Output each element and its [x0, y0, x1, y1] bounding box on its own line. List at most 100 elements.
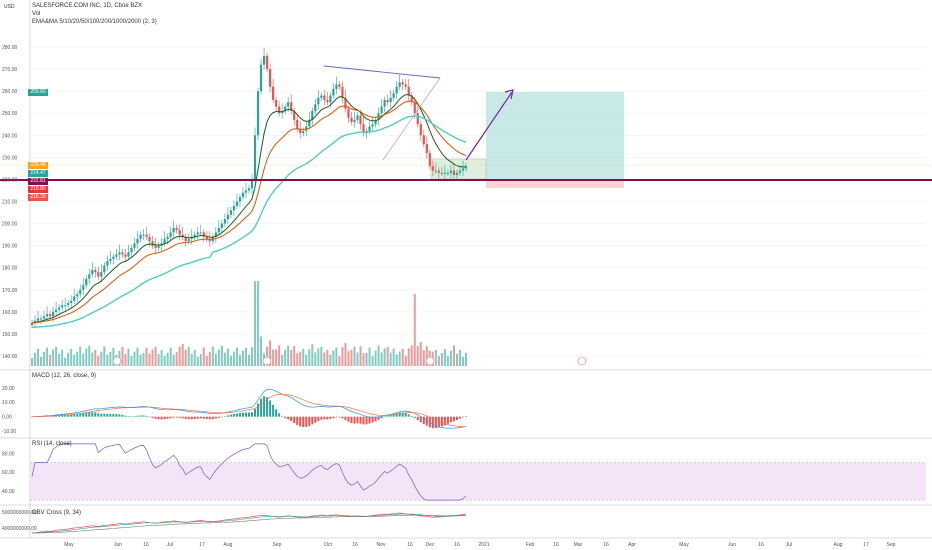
price-tick-label: 200.00 — [2, 222, 18, 228]
candle-body — [380, 106, 383, 114]
volume-bar — [148, 353, 151, 366]
volume-bar — [61, 349, 64, 366]
candle-body — [184, 236, 187, 242]
macd-histogram-bar — [278, 413, 281, 417]
time-tick-label: Jun — [728, 542, 736, 548]
candle-body — [133, 243, 136, 248]
volume-bar — [100, 351, 103, 366]
macd-histogram-bar — [308, 416, 311, 426]
macd-histogram-bar — [440, 416, 443, 427]
volume-bar — [452, 345, 455, 366]
candle-body — [392, 93, 395, 98]
macd-histogram-bar — [142, 415, 145, 417]
candle-body — [196, 232, 199, 235]
candle-body — [115, 254, 118, 257]
candle-body — [181, 234, 184, 237]
volume-bar — [398, 351, 401, 366]
macd-histogram-bar — [293, 416, 296, 423]
candle-body — [338, 84, 341, 87]
candle-body — [157, 245, 160, 248]
macd-histogram-bar — [223, 416, 226, 417]
volume-bar — [142, 353, 145, 366]
macd-histogram-bar — [395, 413, 398, 417]
time-tick-label: Sep — [273, 542, 282, 548]
projection-arrow-head — [504, 89, 514, 100]
candle-body — [226, 214, 230, 220]
macd-histogram-bar — [79, 413, 82, 417]
candle-body — [265, 55, 269, 70]
candle-body — [100, 272, 103, 277]
volume-bar — [175, 351, 178, 366]
macd-tick-label: 20.00 — [2, 386, 15, 392]
candle-body — [235, 201, 239, 206]
candle-body — [178, 230, 181, 235]
axis-unit: USD — [4, 4, 15, 10]
candle-body — [262, 55, 266, 65]
macd-histogram-bar — [169, 416, 172, 419]
candle-body — [386, 99, 389, 103]
volume-bar — [82, 353, 85, 366]
price-tick-label: 190.00 — [2, 244, 18, 250]
volume-bar — [97, 355, 100, 366]
volume-bar — [386, 346, 389, 366]
volume-bar — [49, 354, 52, 366]
volume-bar — [299, 351, 302, 366]
candle-body — [290, 102, 293, 112]
candle-body — [323, 95, 326, 100]
price-tick-label: 260.00 — [2, 89, 18, 95]
macd-histogram-bar — [365, 416, 368, 425]
candle-body — [187, 239, 190, 242]
volume-bar — [187, 346, 190, 366]
volume-bar — [320, 346, 323, 366]
time-tick-label: 16 — [603, 542, 609, 548]
macd-histogram-bar — [133, 415, 136, 417]
candle-body — [431, 166, 434, 171]
event-marker-icon — [425, 356, 435, 366]
candle-body — [326, 99, 329, 103]
legend-ema: EMA&MA 5/10/20/50/100/200/1000/2000 (2, … — [32, 19, 157, 25]
volume-bar — [184, 349, 187, 366]
volume-bar — [290, 350, 293, 366]
volume-bar — [341, 347, 344, 366]
macd-histogram-bar — [380, 416, 383, 419]
volume-bar — [76, 351, 79, 366]
macd-histogram-bar — [434, 416, 437, 428]
volume-bar — [356, 352, 359, 366]
macd-histogram-bar — [461, 416, 464, 418]
macd-histogram-bar — [251, 412, 254, 417]
volume-bar — [404, 355, 407, 366]
candle-body — [422, 135, 425, 145]
volume-bar — [232, 351, 235, 366]
price-badge-support: 222.81 — [28, 178, 48, 185]
macd-histogram-bar — [356, 416, 359, 424]
price-badge-target: 259.60 — [28, 89, 48, 96]
time-tick-label: May — [64, 542, 74, 548]
volume-bar — [205, 355, 208, 366]
macd-histogram-bar — [422, 416, 425, 425]
volume-bar — [160, 349, 163, 366]
volume-bar — [85, 348, 88, 366]
candle-body — [148, 236, 151, 242]
candle-body — [425, 144, 428, 153]
candle-body — [55, 309, 58, 312]
macd-histogram-bar — [350, 416, 353, 424]
macd-histogram-bar — [163, 416, 166, 420]
candle-body — [166, 236, 169, 240]
macd-pane — [31, 388, 467, 429]
volume-bar — [272, 349, 275, 366]
macd-histogram-bar — [157, 416, 160, 420]
candle-body — [353, 119, 356, 123]
candle-body — [350, 117, 353, 123]
candle-body — [356, 115, 359, 120]
macd-histogram-bar — [362, 416, 365, 425]
price-tick-label: 280.00 — [2, 45, 18, 51]
volume-bar — [154, 346, 157, 366]
volume-bar — [374, 350, 377, 366]
price-badge-ma: 224.47 — [28, 170, 48, 177]
macd-histogram-bar — [124, 415, 127, 417]
volume-bar — [347, 351, 350, 366]
macd-histogram-bar — [109, 413, 112, 417]
price-tick-label: 180.00 — [2, 266, 18, 272]
macd-histogram-bar — [332, 416, 335, 419]
